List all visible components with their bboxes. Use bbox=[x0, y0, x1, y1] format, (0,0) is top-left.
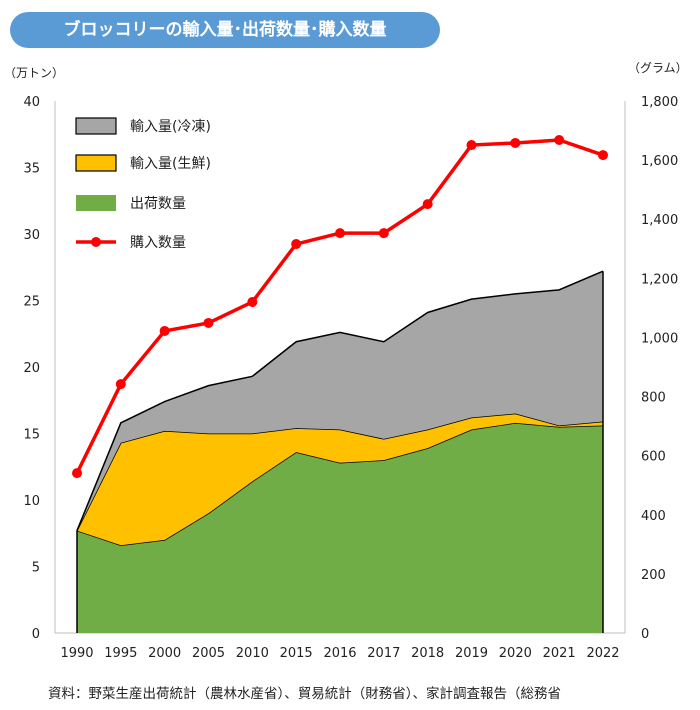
purchase-point bbox=[291, 239, 302, 250]
purchase-point bbox=[422, 199, 433, 210]
purchase-point bbox=[115, 379, 126, 390]
right-tick-label: 0 bbox=[641, 627, 649, 642]
x-tick-label: 2005 bbox=[192, 646, 225, 661]
legend-swatch bbox=[76, 195, 116, 211]
x-tick-label: 2018 bbox=[411, 646, 444, 661]
x-tick-label: 2021 bbox=[543, 646, 576, 661]
right-tick-label: 1,200 bbox=[641, 272, 678, 287]
right-tick-label: 600 bbox=[641, 450, 666, 465]
x-tick-label: 2017 bbox=[367, 646, 400, 661]
right-tick-label: 800 bbox=[641, 391, 666, 406]
purchase-point bbox=[203, 317, 214, 328]
x-tick-label: 2015 bbox=[280, 646, 313, 661]
area-outline bbox=[76, 270, 604, 531]
left-tick-label: 40 bbox=[23, 95, 40, 110]
purchase-point bbox=[378, 228, 389, 239]
purchase-point bbox=[510, 137, 521, 148]
area-import-frozen bbox=[77, 271, 603, 531]
x-tick-label: 2019 bbox=[455, 646, 488, 661]
x-tick-label: 2022 bbox=[586, 646, 619, 661]
purchase-point bbox=[335, 228, 345, 239]
right-tick-label: 1,000 bbox=[641, 331, 678, 346]
source-note: 資料：野菜生産出荷統計（農林水産省）、貿易統計（財務省）、家計調査報告（総務省 bbox=[48, 686, 561, 702]
area-import-fresh bbox=[77, 413, 603, 546]
right-tick-label: 1,800 bbox=[641, 95, 678, 110]
x-tick-label: 2010 bbox=[236, 646, 269, 661]
right-tick-label: 1,400 bbox=[641, 213, 678, 228]
purchase-point bbox=[72, 468, 82, 479]
left-tick-label: 0 bbox=[32, 627, 40, 642]
legend-marker-swatch bbox=[91, 237, 101, 247]
purchase-point bbox=[598, 150, 608, 161]
left-tick-label: 20 bbox=[23, 361, 40, 376]
right-axis-unit: （グラム） bbox=[628, 61, 688, 75]
left-tick-label: 10 bbox=[23, 494, 40, 509]
purchase-point bbox=[247, 296, 258, 307]
left-tick-label: 15 bbox=[23, 428, 40, 443]
left-tick-label: 35 bbox=[23, 162, 40, 177]
legend-swatch bbox=[75, 117, 117, 135]
right-tick-label: 200 bbox=[641, 568, 666, 583]
right-tick-label: 1,600 bbox=[641, 154, 678, 169]
legend-label: 出荷数量 bbox=[130, 196, 186, 212]
legend-label: 購入数量 bbox=[130, 235, 186, 251]
area-shipment bbox=[77, 422, 603, 633]
chart-title: ブロッコリーの輸入量･出荷数量･購入数量 bbox=[10, 12, 440, 48]
x-tick-label: 2016 bbox=[323, 646, 356, 661]
legend-swatch bbox=[75, 154, 117, 172]
x-tick-label: 2020 bbox=[499, 646, 532, 661]
left-tick-label: 30 bbox=[23, 228, 40, 243]
purchase-point bbox=[159, 325, 170, 336]
purchase-point bbox=[554, 135, 565, 146]
left-tick-label: 25 bbox=[23, 295, 40, 310]
right-tick-label: 400 bbox=[641, 509, 666, 524]
legend-label: 輸入量(冷凍) bbox=[130, 119, 211, 135]
left-tick-label: 5 bbox=[32, 561, 40, 576]
left-axis-unit: （万トン） bbox=[4, 66, 64, 80]
legend-label: 輸入量(生鮮) bbox=[130, 156, 211, 172]
x-tick-label: 1995 bbox=[104, 646, 137, 661]
purchase-point bbox=[466, 140, 477, 151]
x-tick-label: 1990 bbox=[60, 646, 93, 661]
x-tick-label: 2000 bbox=[148, 646, 181, 661]
